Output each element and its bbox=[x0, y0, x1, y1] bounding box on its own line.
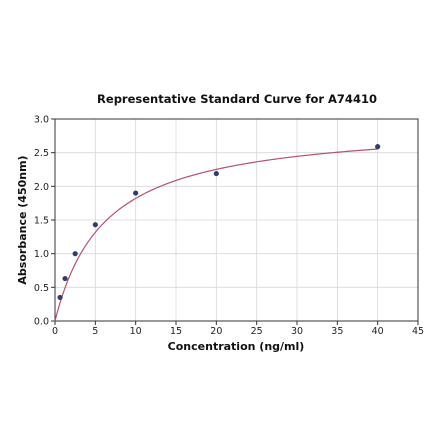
fit-curve-layer bbox=[54, 148, 378, 322]
x-tick-label: 35 bbox=[331, 326, 343, 337]
x-tick-label: 45 bbox=[412, 326, 424, 337]
x-tick-label: 20 bbox=[210, 326, 222, 337]
y-tick-label: 1.5 bbox=[34, 216, 49, 227]
axes: 0 5 10 15 20 25 30 35 40 45 0.0 0.5 1.0 1.5 2.0 2.5 3.0 bbox=[34, 115, 424, 338]
y-tick-label: 2.0 bbox=[34, 182, 49, 193]
x-tick-label: 30 bbox=[291, 326, 303, 337]
x-tick-label: 40 bbox=[372, 326, 384, 337]
data-point bbox=[57, 294, 63, 301]
x-tick-label: 15 bbox=[170, 326, 182, 337]
data-point bbox=[375, 144, 381, 150]
fit-curve bbox=[54, 148, 378, 322]
data-point bbox=[62, 275, 68, 282]
y-tick-label: 0.5 bbox=[34, 283, 49, 294]
x-tick-label: 5 bbox=[92, 326, 98, 337]
grid-lines bbox=[55, 119, 418, 321]
data-point bbox=[213, 170, 219, 177]
y-tick-label: 1.0 bbox=[34, 249, 49, 260]
data-points bbox=[57, 144, 381, 301]
data-point bbox=[92, 222, 98, 228]
data-point bbox=[133, 190, 139, 196]
data-point bbox=[72, 251, 78, 257]
plot-frame bbox=[54, 118, 419, 322]
x-tick-label: 25 bbox=[251, 326, 263, 337]
y-tick-label: 3.0 bbox=[34, 115, 49, 126]
y-tick-label: 0.0 bbox=[34, 317, 49, 328]
y-axis-label: Absorbance (450nm) bbox=[16, 155, 29, 284]
x-tick-label: 0 bbox=[52, 326, 58, 337]
y-tick-label: 2.5 bbox=[34, 148, 49, 159]
x-tick-label: 10 bbox=[130, 326, 142, 337]
chart-title: Representative Standard Curve for A74410 bbox=[97, 92, 377, 106]
x-axis-label: Concentration (ng/ml) bbox=[168, 340, 305, 353]
